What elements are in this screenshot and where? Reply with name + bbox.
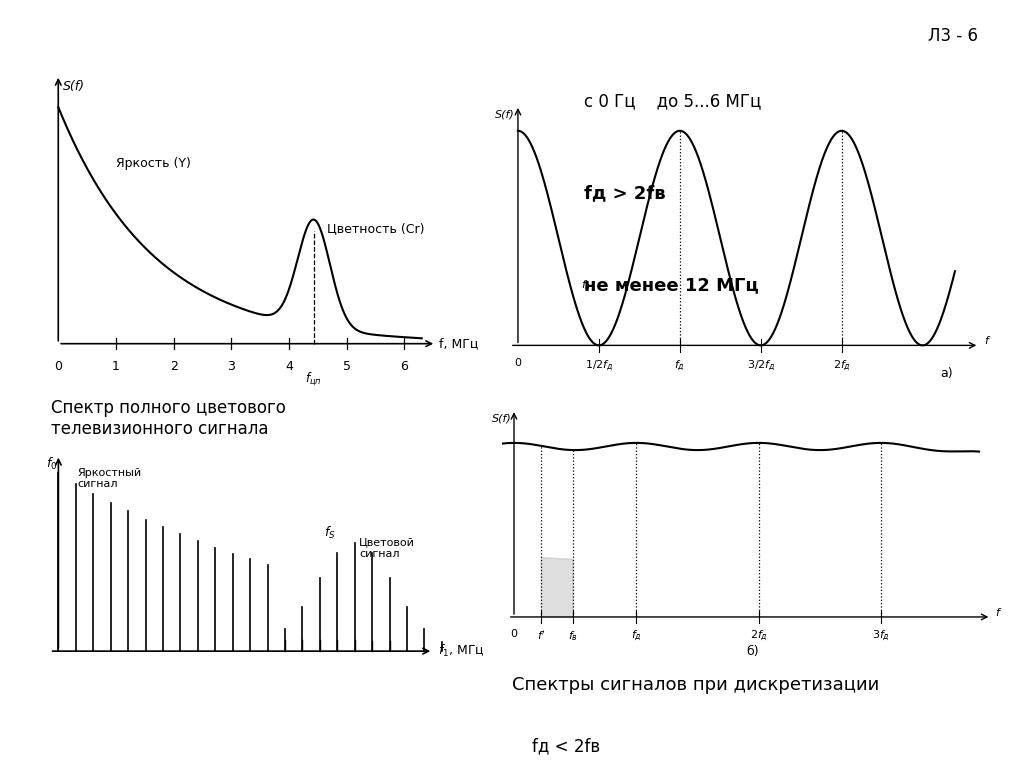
Text: fд < 2fв: fд < 2fв (532, 737, 601, 755)
Text: $f_0$: $f_0$ (46, 455, 57, 472)
Text: $f_д$: $f_д$ (675, 358, 685, 373)
Text: 3: 3 (227, 359, 236, 372)
Text: f: f (984, 336, 988, 346)
Text: $f_д$: $f_д$ (631, 629, 642, 644)
Text: 5: 5 (343, 359, 350, 372)
Text: не менее 12 МГц: не менее 12 МГц (584, 276, 759, 294)
Text: $f_в$: $f_в$ (581, 278, 591, 292)
Text: $f_S$: $f_S$ (324, 525, 336, 541)
Text: f: f (995, 608, 998, 618)
Text: $2f_д$: $2f_д$ (750, 629, 768, 644)
Text: Цветность (Cr): Цветность (Cr) (327, 222, 424, 234)
Text: Л3 - 6: Л3 - 6 (928, 27, 978, 45)
Text: Яркостный
сигнал: Яркостный сигнал (78, 468, 141, 489)
Text: S(f): S(f) (62, 81, 85, 93)
Text: 1: 1 (112, 359, 120, 372)
Text: с 0 Гц    до 5...6 МГц: с 0 Гц до 5...6 МГц (584, 92, 761, 110)
Text: 0: 0 (514, 358, 521, 368)
Text: 2: 2 (170, 359, 177, 372)
Text: а): а) (941, 367, 953, 380)
Text: fд > 2fв: fд > 2fв (584, 184, 666, 202)
Text: $f_{цп}$: $f_{цп}$ (305, 371, 323, 388)
Text: Спектр полного цветового
телевизионного сигнала: Спектр полного цветового телевизионного … (51, 399, 286, 439)
Text: $1/2f_д$: $1/2f_д$ (585, 358, 613, 373)
Text: Цветовой
сигнал: Цветовой сигнал (359, 537, 415, 558)
Text: 4: 4 (285, 359, 293, 372)
Text: 0: 0 (511, 629, 517, 639)
Text: f, МГц: f, МГц (439, 337, 478, 350)
Text: $f_в$: $f_в$ (567, 629, 578, 643)
Text: $2f_д$: $2f_д$ (833, 358, 851, 373)
Text: 0: 0 (54, 359, 62, 372)
Text: S(f): S(f) (492, 413, 512, 423)
Text: Яркость (Y): Яркость (Y) (116, 157, 190, 170)
Text: $f'$: $f'$ (537, 629, 546, 642)
Text: $3/2f_д$: $3/2f_д$ (746, 358, 775, 373)
Text: 6: 6 (400, 359, 409, 372)
Text: S(f): S(f) (495, 109, 515, 119)
Text: Спектры сигналов при дискретизации: Спектры сигналов при дискретизации (512, 676, 880, 694)
Text: $3f_д$: $3f_д$ (872, 629, 890, 644)
Text: б): б) (746, 644, 759, 657)
Text: $f_1$, МГц: $f_1$, МГц (438, 643, 485, 659)
